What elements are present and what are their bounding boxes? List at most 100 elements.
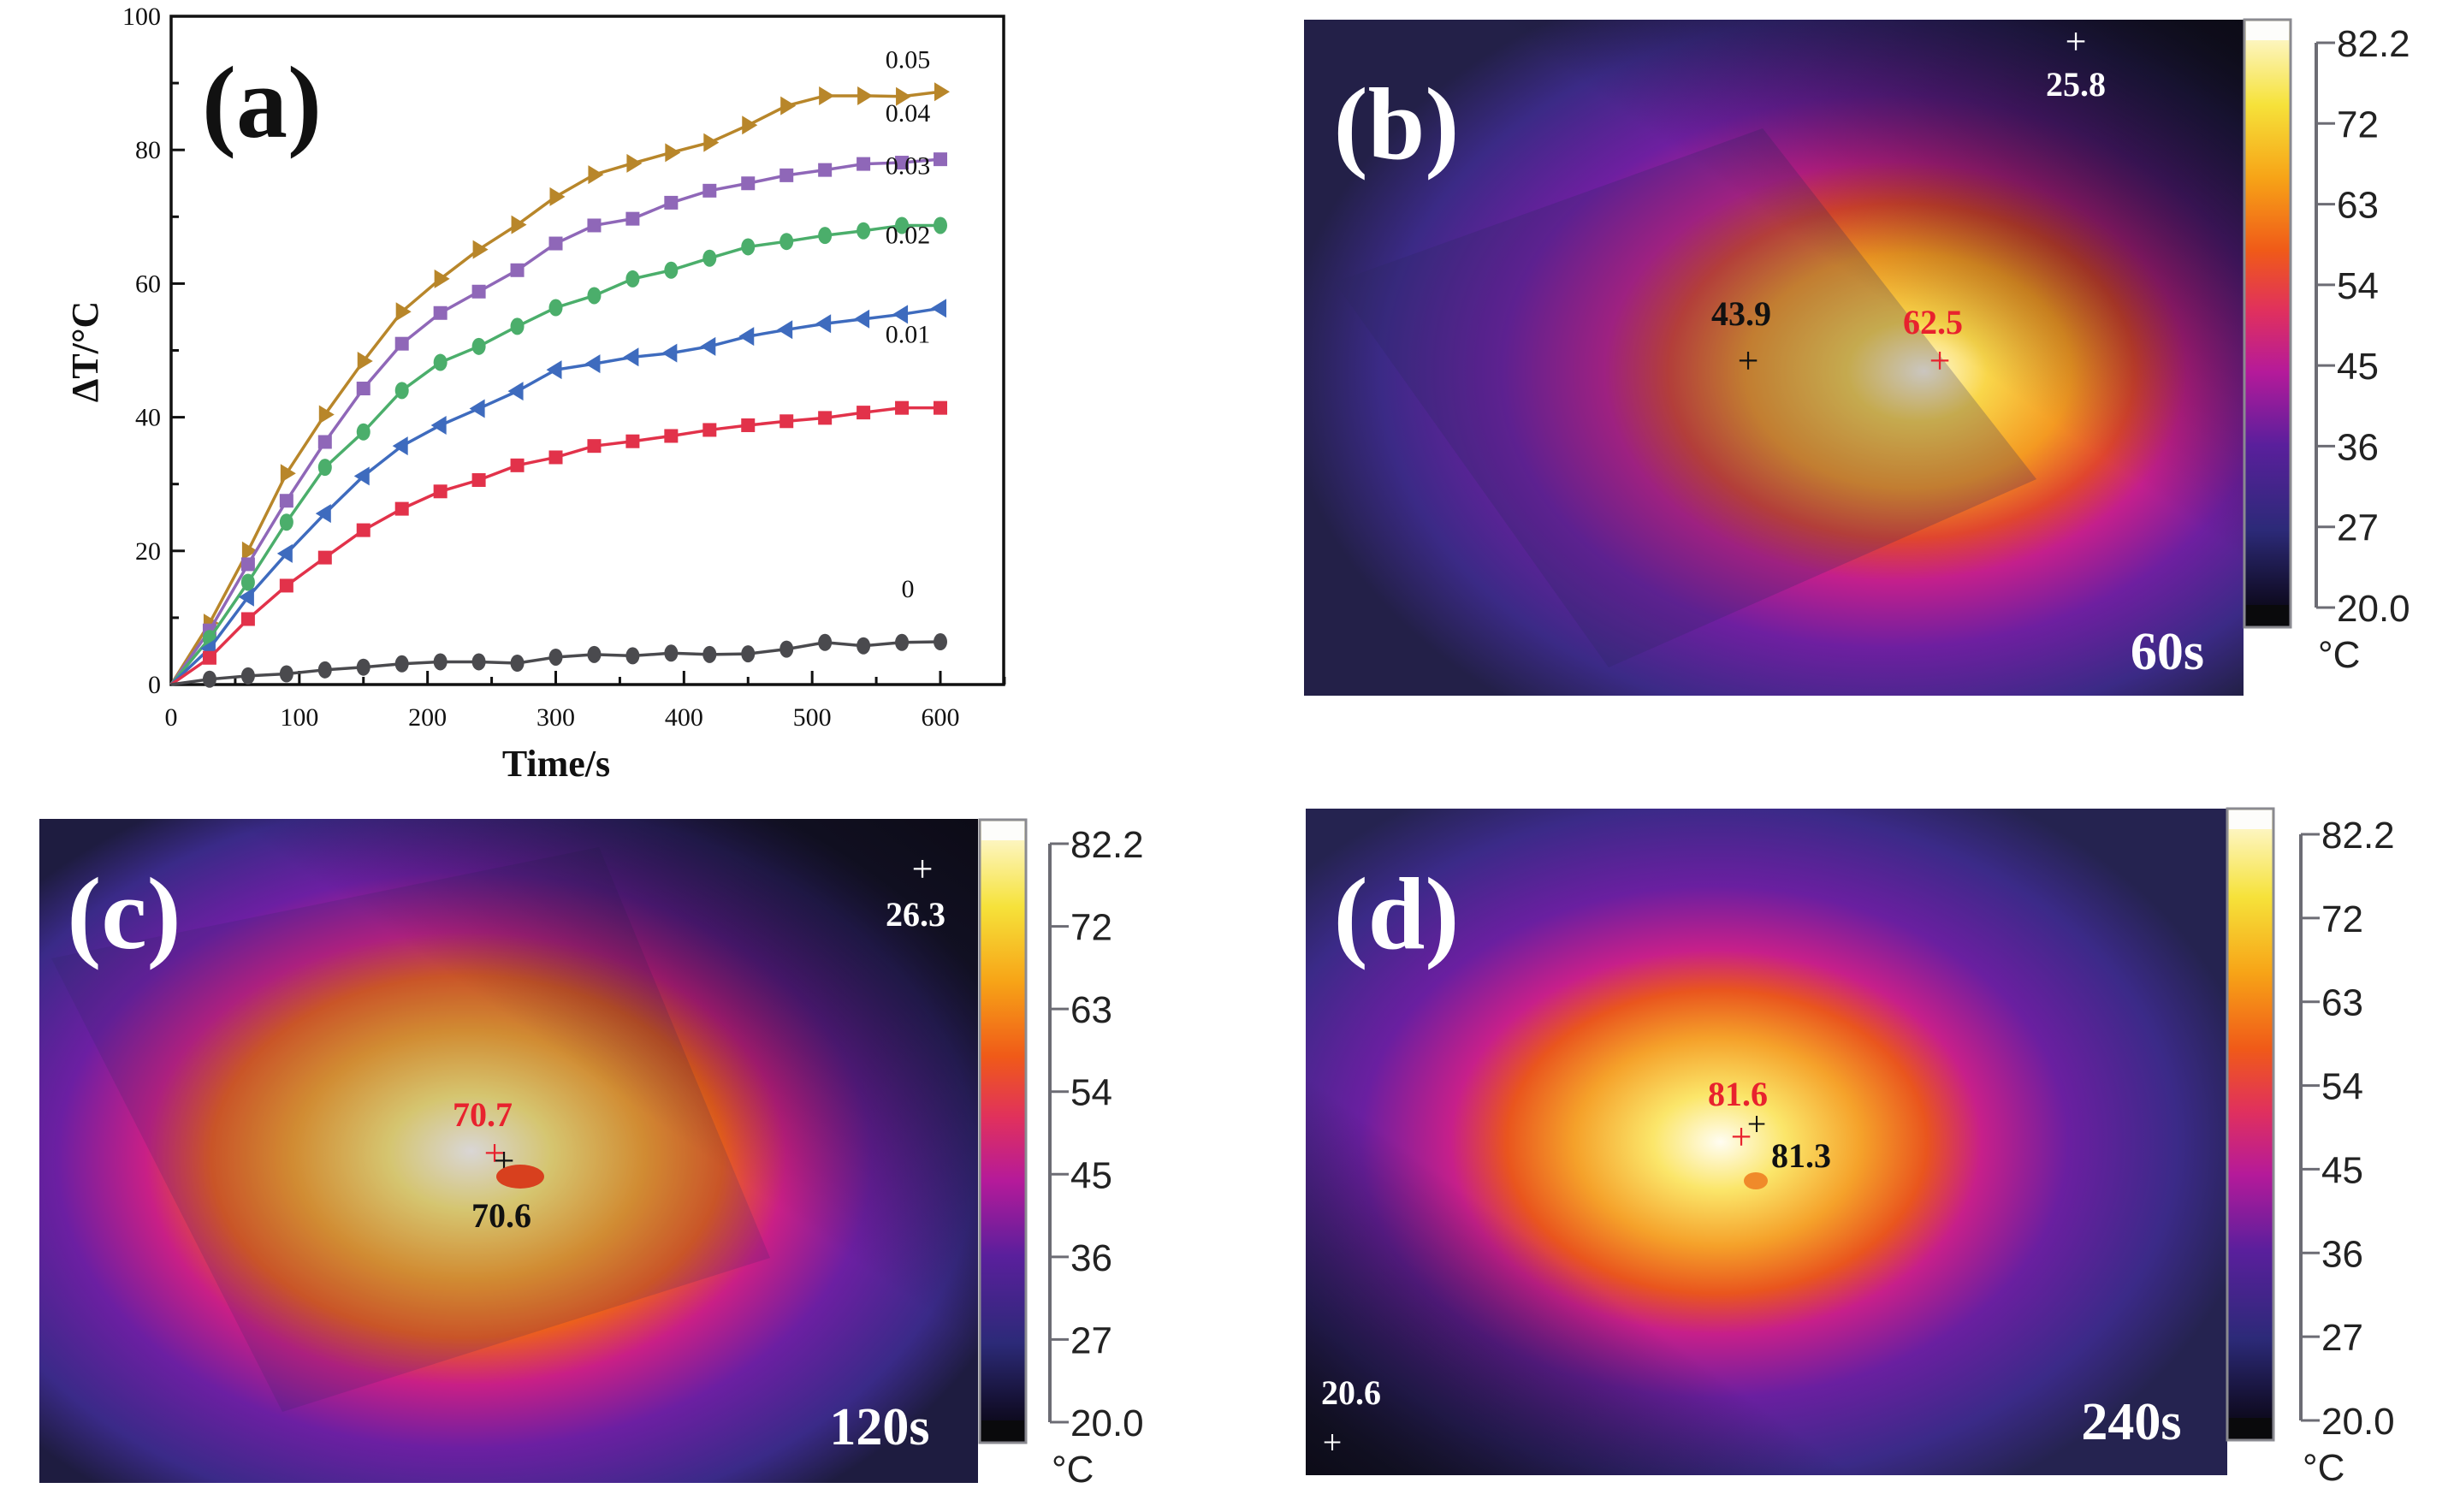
data-point (741, 238, 756, 256)
colorbar-d: 82.2 72 63 54 45 36 27 20.0°C (2226, 807, 2395, 1489)
x-tick-label: 400 (665, 703, 703, 732)
crosshair-marker: + (1747, 1105, 1767, 1143)
panel-label-a: (a) (202, 45, 322, 159)
temp-readout: 81.3 (1771, 1136, 1831, 1175)
colorbar-tick-label: 27 (1070, 1319, 1112, 1361)
temp-readout: 70.6 (471, 1196, 531, 1235)
data-point (471, 473, 486, 488)
series-label: 0.05 (886, 45, 931, 74)
time-label-c: 120s (829, 1398, 929, 1456)
data-point (625, 647, 640, 665)
data-point (779, 640, 794, 658)
data-point (471, 653, 486, 671)
data-point (664, 429, 679, 443)
data-point (510, 458, 525, 472)
colorbar-tick-label: 63 (2337, 185, 2379, 227)
data-point (702, 183, 717, 198)
x-tick-label: 500 (793, 703, 832, 732)
colorbar-overflow-cap (981, 821, 1024, 840)
data-point (471, 337, 486, 355)
time-label-b: 60s (2131, 623, 2204, 681)
data-point (664, 195, 679, 210)
colorbar-tick-label: 82.2 (1070, 824, 1144, 866)
data-point (587, 218, 602, 233)
data-point (317, 661, 332, 679)
data-point (892, 305, 909, 324)
colorbar-tick-label: 72 (1070, 907, 1112, 949)
data-point (549, 187, 566, 206)
data-point (857, 157, 871, 171)
data-point (548, 236, 563, 251)
series-0.01: 0.01 (170, 321, 947, 686)
data-point (625, 211, 640, 226)
colorbar-tick-label: 63 (1070, 989, 1112, 1031)
data-point (895, 400, 910, 415)
panel-label-b: (b) (1334, 67, 1460, 181)
temp-readout: 43.9 (1711, 294, 1771, 333)
colorbar-overflow-cap (2229, 810, 2272, 829)
colorbar-tick-label: 20.0 (1070, 1402, 1144, 1444)
data-point (394, 336, 409, 351)
colorbar-gradient (2243, 18, 2292, 629)
data-point (510, 655, 525, 673)
colorbar-underflow-cap (981, 1420, 1024, 1441)
temp-readout: 81.6 (1708, 1075, 1768, 1113)
colorbar-tick-label: 20.0 (2337, 588, 2410, 630)
data-point (202, 650, 216, 665)
data-point (742, 116, 758, 135)
data-point (317, 459, 332, 477)
crosshair-marker: + (1929, 340, 1951, 382)
crosshair-marker: + (1738, 340, 1759, 382)
data-point (240, 573, 255, 591)
data-point (548, 299, 563, 317)
data-point (280, 464, 296, 483)
colorbar-tick-label: 82.2 (2321, 815, 2395, 857)
data-point (818, 163, 833, 177)
data-point (741, 418, 756, 432)
data-point (587, 287, 602, 305)
data-point (623, 347, 639, 367)
crosshair-marker: + (1731, 1116, 1752, 1158)
series-label: 0.03 (886, 151, 931, 180)
x-tick-label: 200 (408, 703, 447, 732)
y-tick-label: 80 (135, 136, 161, 164)
data-point (702, 249, 717, 267)
data-point (661, 343, 678, 363)
data-point (357, 351, 373, 371)
data-point (664, 644, 679, 662)
y-tick-label: 100 (122, 3, 161, 31)
colorbar-tick-label: 20.0 (2321, 1401, 2395, 1443)
series-0.02: 0.02 (169, 221, 946, 686)
colorbar-b: 82.2 72 63 54 45 36 27 20.0°C (2243, 18, 2410, 676)
x-axis-title: Time/s (502, 743, 610, 785)
colorbar-tick-label: 36 (2321, 1233, 2363, 1275)
data-point (394, 501, 409, 516)
data-point (276, 543, 293, 563)
data-point (279, 665, 293, 683)
data-point (510, 263, 525, 277)
colorbar-gradient (2226, 807, 2275, 1442)
series-layer: 0.05 0.04 0.03 0.02 0.01 0 (169, 45, 950, 688)
y-axis-title: ΔT/°C (64, 301, 106, 403)
data-point (279, 494, 293, 508)
data-point (392, 436, 408, 456)
colorbar-tick-label: 54 (1070, 1072, 1112, 1114)
data-point (548, 450, 563, 465)
data-point (394, 655, 409, 673)
colorbar-tick-label: 27 (2321, 1317, 2363, 1359)
data-point (430, 415, 447, 435)
colorbar-tick-label: 63 (2321, 982, 2363, 1024)
data-point (934, 152, 947, 167)
data-point (934, 216, 947, 234)
colorbar-tick-label: 45 (2337, 346, 2379, 388)
series-0.03: 0.03 (169, 151, 947, 686)
colorbar-c: 82.2 72 63 54 45 36 27 20.0 °C (978, 818, 1144, 1491)
data-point (546, 360, 562, 380)
data-point (700, 336, 716, 356)
temp-readout: 25.8 (2046, 65, 2106, 104)
colorbar-tick-label: 45 (1070, 1154, 1112, 1196)
data-point (587, 439, 602, 454)
colorbar-tick-label: 72 (2337, 104, 2379, 145)
